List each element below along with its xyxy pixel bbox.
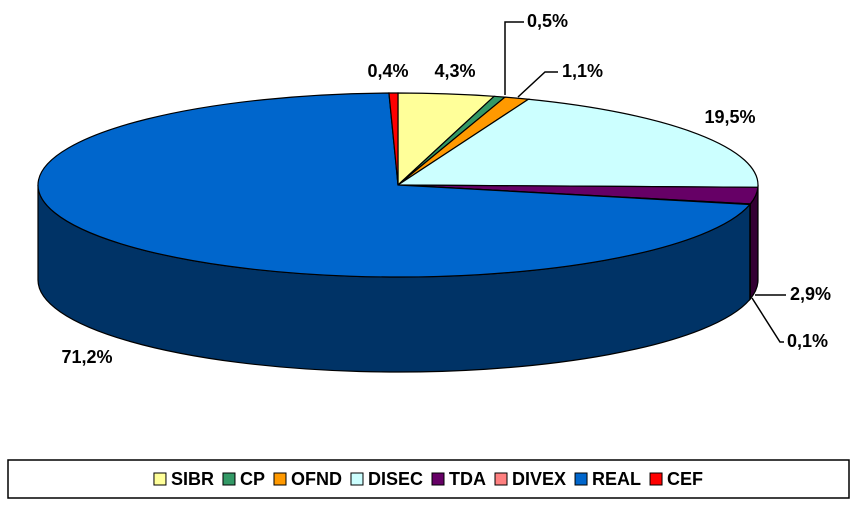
legend-swatch — [154, 473, 166, 485]
legend-label: CEF — [667, 469, 703, 489]
data-label: 19,5% — [704, 107, 755, 127]
legend-swatch — [575, 473, 587, 485]
legend-label: CP — [240, 469, 265, 489]
data-label: 71,2% — [61, 347, 112, 367]
legend-label: REAL — [592, 469, 641, 489]
data-label: 2,9% — [790, 284, 831, 304]
legend-label: OFND — [291, 469, 342, 489]
legend-swatch — [495, 473, 507, 485]
leader-line — [518, 72, 558, 97]
slice-side — [750, 187, 758, 299]
legend-label: TDA — [449, 469, 486, 489]
legend-label: SIBR — [171, 469, 214, 489]
legend-label: DIVEX — [512, 469, 566, 489]
legend-swatch — [274, 473, 286, 485]
data-label: 4,3% — [434, 61, 475, 81]
legend-swatch — [650, 473, 662, 485]
data-label: 0,4% — [367, 61, 408, 81]
legend-box — [8, 460, 849, 498]
leader-line — [505, 22, 524, 95]
legend-label: DISEC — [368, 469, 423, 489]
legend-swatch — [351, 473, 363, 485]
legend-swatch — [223, 473, 235, 485]
data-label: 0,1% — [787, 331, 828, 351]
data-label: 1,1% — [562, 61, 603, 81]
leader-line — [752, 298, 784, 342]
legend-swatch — [432, 473, 444, 485]
data-label: 0,5% — [527, 11, 568, 31]
